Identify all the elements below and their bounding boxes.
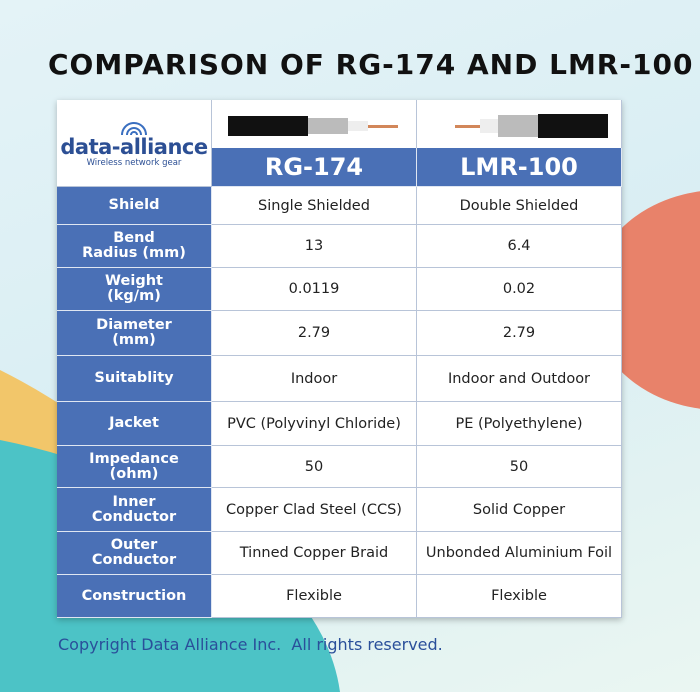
table-cell: Flexible bbox=[417, 575, 622, 618]
row-label: Construction bbox=[57, 575, 212, 618]
logo-waves bbox=[121, 121, 147, 135]
row-label-line: Shield bbox=[108, 197, 160, 213]
row-label: Suitablity bbox=[57, 356, 212, 402]
row-label: Bend Radius (mm) bbox=[57, 225, 212, 268]
table-cell: 6.4 bbox=[417, 225, 622, 268]
logo: data-alliance Wireless network gear bbox=[57, 100, 212, 187]
row-label-line: (mm) bbox=[112, 332, 156, 348]
table-cell: PE (Polyethylene) bbox=[417, 402, 622, 446]
logo-name: data-alliance bbox=[60, 134, 208, 159]
row-label-line: Conductor bbox=[91, 552, 177, 568]
table-cell: 50 bbox=[417, 446, 622, 488]
cable-image bbox=[212, 100, 417, 148]
row-label-line: Impedance bbox=[89, 450, 179, 467]
row-label-line: Weight bbox=[105, 273, 163, 289]
table-cell: Unbonded Aluminium Foil bbox=[417, 532, 622, 575]
row-label-line: Inner bbox=[112, 493, 156, 510]
table-cell: 2.79 bbox=[417, 311, 622, 356]
row-label-line: (kg/m) bbox=[107, 288, 161, 304]
row-label-line: (ohm) bbox=[109, 465, 159, 482]
logo-tagline: Wireless network gear bbox=[86, 157, 182, 168]
table-cell: PVC (Polyvinyl Chloride) bbox=[212, 402, 417, 446]
table-cell: Indoor and Outdoor bbox=[417, 356, 622, 402]
table-cell: Copper Clad Steel (CCS) bbox=[212, 488, 417, 532]
table-cell: 0.0119 bbox=[212, 268, 417, 311]
row-label-line: Construction bbox=[81, 587, 187, 604]
table-cell: Single Shielded bbox=[212, 187, 417, 225]
row-label-line: Diameter bbox=[96, 317, 172, 333]
footer: Copyright Data Alliance Inc. All rights … bbox=[58, 635, 443, 654]
title: COMPARISON OF RG-174 AND LMR-100 bbox=[48, 48, 694, 81]
row-label: Impedance (ohm) bbox=[57, 446, 212, 488]
row-label-line: Outer bbox=[110, 537, 158, 553]
row-label-line: Conductor bbox=[91, 508, 177, 525]
comparison-table: data-alliance Wireless network gear RG-1… bbox=[57, 100, 622, 618]
row-label: Jacket bbox=[57, 402, 212, 446]
cable-image bbox=[417, 100, 622, 148]
table-cell: 0.02 bbox=[417, 268, 622, 311]
row-label-line: Radius (mm) bbox=[82, 245, 186, 261]
table-cell: Solid Copper bbox=[417, 488, 622, 532]
table-cell: Tinned Copper Braid bbox=[212, 532, 417, 575]
row-label-line: Bend bbox=[113, 230, 155, 246]
column-header: LMR-100 bbox=[417, 148, 622, 187]
table-cell: Double Shielded bbox=[417, 187, 622, 225]
row-label-line: Jacket bbox=[109, 415, 159, 431]
table-cell: Indoor bbox=[212, 356, 417, 402]
table-cell: 13 bbox=[212, 225, 417, 268]
row-label: Diameter (mm) bbox=[57, 311, 212, 356]
row-label-line: Suitablity bbox=[94, 370, 174, 386]
row-label: Shield bbox=[57, 187, 212, 225]
table-cell: Flexible bbox=[212, 575, 417, 618]
row-label: Inner Conductor bbox=[57, 488, 212, 532]
column-header: RG-174 bbox=[212, 148, 417, 187]
row-label: Outer Conductor bbox=[57, 532, 212, 575]
row-label: Weight (kg/m) bbox=[57, 268, 212, 311]
table-cell: 50 bbox=[212, 446, 417, 488]
table-cell: 2.79 bbox=[212, 311, 417, 356]
